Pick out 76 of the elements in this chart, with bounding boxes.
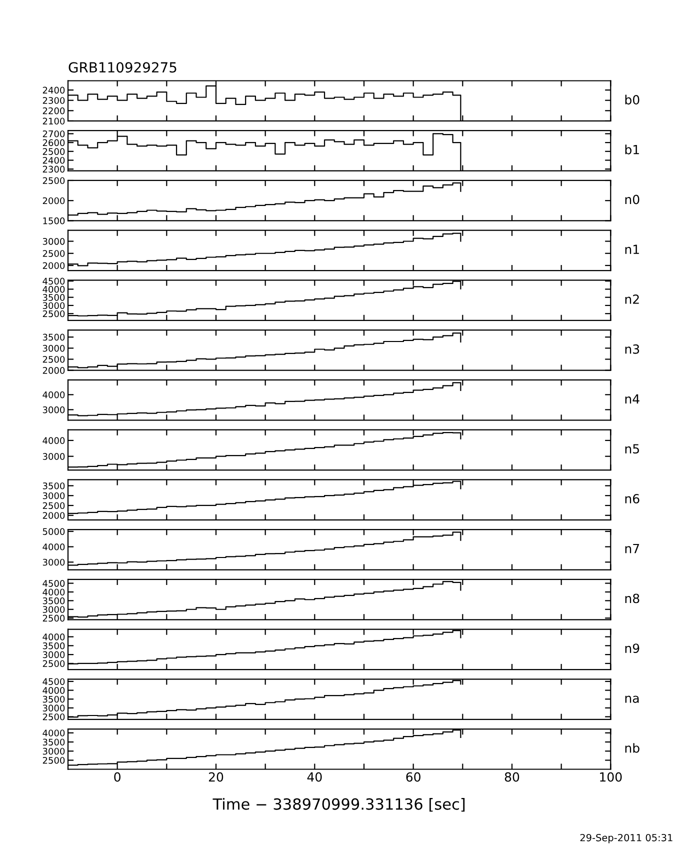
x-tick-label: 40 xyxy=(307,772,322,782)
y-tick-label: 3000 xyxy=(42,453,65,460)
y-tick-label: 4000 xyxy=(42,437,65,444)
y-tick-label: 3500 xyxy=(42,696,65,703)
y2-axis-title: n4 xyxy=(625,394,640,404)
y-tick-label: 3000 xyxy=(42,748,65,755)
y2-axis-title: b1 xyxy=(625,144,639,154)
y2-axis-title: n7 xyxy=(625,544,640,554)
x-tick-label: 60 xyxy=(406,772,420,782)
x-tick-label: 100 xyxy=(600,772,622,782)
y-tick-label: 2400 xyxy=(42,86,65,94)
y2-axis-title: nb xyxy=(625,743,640,753)
y-tick-label: 1500 xyxy=(43,217,65,224)
y-tick-label: 3500 xyxy=(42,482,65,490)
y-tick-label: 2000 xyxy=(42,262,65,270)
y2-axis-title: n5 xyxy=(625,444,639,454)
y-tick-label: 4500 xyxy=(42,580,65,587)
y-tick-label: 4000 xyxy=(42,730,65,736)
y-tick-label: 4500 xyxy=(42,278,65,285)
x-tick-label: 0 xyxy=(114,772,120,782)
y-tick-label: 2300 xyxy=(42,166,65,173)
y-tick-label: 2500 xyxy=(42,356,65,363)
y2-axis-title: n8 xyxy=(625,594,640,604)
y2-axis-title: n6 xyxy=(625,494,640,504)
y2-axis-title: b0 xyxy=(625,94,640,104)
chart-title: GRB110929275 xyxy=(68,62,176,73)
y-tick-label: 3500 xyxy=(42,642,65,650)
y-tick-label: 2200 xyxy=(42,107,65,114)
y-tick-label: 2500 xyxy=(42,502,65,510)
text: 29-Sep-2011 05:31 xyxy=(580,834,672,844)
y-tick-label: 2500 xyxy=(42,660,65,668)
y-tick-label: 2500 xyxy=(42,250,65,257)
y-tick-label: 4000 xyxy=(42,391,65,398)
y-tick-label: 3000 xyxy=(42,406,65,414)
y-tick-label: 3000 xyxy=(42,606,65,613)
y2-axis-title: n9 xyxy=(625,644,640,654)
y-tick-label: 3000 xyxy=(42,558,65,566)
y2-axis-title: n3 xyxy=(625,344,640,354)
y-tick-label: 4000 xyxy=(42,588,65,596)
y2-axis-title: n2 xyxy=(625,294,639,304)
y-tick-label: 2500 xyxy=(42,713,65,720)
y-tick-label: 3500 xyxy=(42,597,65,604)
y-tick-label: 2100 xyxy=(42,118,65,125)
y-tick-label: 3500 xyxy=(42,738,65,746)
y-tick-label: 3000 xyxy=(42,651,65,658)
y-tick-label: 2300 xyxy=(42,97,65,104)
x-axis-title: Time − 338970999.331136 [sec] xyxy=(212,798,465,812)
y-tick-label: 3000 xyxy=(42,238,65,245)
y-tick-label: 3000 xyxy=(42,302,65,310)
x-tick-label: 20 xyxy=(208,772,224,782)
y-tick-label: 3500 xyxy=(42,334,65,341)
y2-axis-title: n0 xyxy=(625,194,640,204)
y-tick-label: 3000 xyxy=(42,704,65,712)
y-tick-label: 2000 xyxy=(42,197,65,204)
y-tick-label: 2000 xyxy=(42,367,65,374)
y-tick-label: 2400 xyxy=(42,156,65,164)
y-tick-label: 3500 xyxy=(42,294,65,301)
y2-axis-title: n1 xyxy=(625,244,639,254)
y-tick-label: 2700 xyxy=(42,130,65,138)
y-tick-label: 5000 xyxy=(42,528,65,535)
y2-axis-title: na xyxy=(625,696,639,703)
y-tick-label: 4000 xyxy=(42,543,65,550)
y-tick-label: 2500 xyxy=(42,756,65,764)
x-tick-label: 80 xyxy=(504,772,520,782)
y-tick-label: 3000 xyxy=(42,492,65,500)
y-tick-label: 4000 xyxy=(42,286,65,293)
y-tick-label: 2500 xyxy=(42,148,65,155)
y-tick-label: 4000 xyxy=(42,687,65,694)
y-tick-label: 3000 xyxy=(42,344,65,352)
y-tick-label: 2600 xyxy=(42,139,65,146)
y-tick-label: 2500 xyxy=(42,614,65,622)
y-tick-label: 2000 xyxy=(42,512,65,519)
y-tick-label: 4500 xyxy=(42,678,65,686)
y-tick-label: 2500 xyxy=(42,177,65,184)
y-tick-label: 4000 xyxy=(42,634,65,640)
y-tick-label: 2500 xyxy=(42,310,65,318)
